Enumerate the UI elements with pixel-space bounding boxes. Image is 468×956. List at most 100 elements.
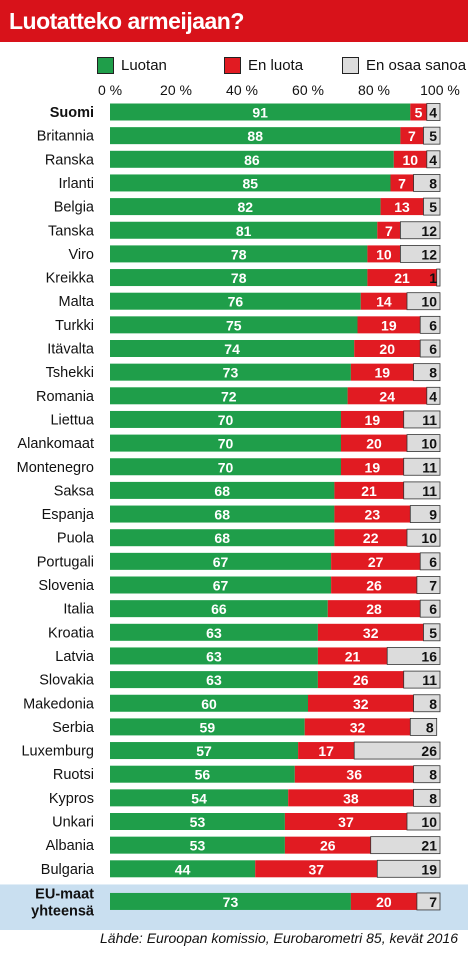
bar-segment <box>317 647 388 665</box>
bar-segment <box>423 197 441 216</box>
source-note: Lähde: Euroopan komissio, Eurobarometri … <box>100 930 458 946</box>
category-label: Liettua <box>50 412 94 428</box>
data-label: 74 <box>224 341 240 357</box>
bar-segment <box>419 599 441 618</box>
bar-segment <box>386 647 441 665</box>
category-label: Turkki <box>55 318 94 334</box>
bar-segment <box>410 103 427 121</box>
data-label: 10 <box>421 530 437 546</box>
category-label: Espanja <box>42 507 95 523</box>
data-label: 88 <box>247 128 263 144</box>
bar-segment <box>110 221 378 239</box>
tick-label: 20 % <box>160 82 192 98</box>
bar-segment <box>403 457 441 476</box>
bar-segment <box>110 860 256 878</box>
category-label: Malta <box>59 294 95 310</box>
data-label: 9 <box>429 507 437 523</box>
data-label: 63 <box>206 625 222 641</box>
bar-segment <box>317 671 404 689</box>
legend-item-en-osaa-sanoa: En osaa sanoa <box>342 55 466 75</box>
legend-label-en-osaa-sanoa: En osaa sanoa <box>366 56 467 74</box>
bar-segment <box>426 150 441 169</box>
bar-segment <box>419 552 441 571</box>
data-label: 82 <box>238 199 254 215</box>
legend: Luotan En luota En osaa sanoa <box>0 52 468 76</box>
data-label: 60 <box>201 696 217 712</box>
bar-segment <box>360 292 407 310</box>
data-label: 11 <box>422 459 437 475</box>
category-label: Luxemburg <box>21 744 94 760</box>
bar-segment <box>423 623 441 642</box>
bar-segment <box>403 670 441 689</box>
category-label: Suomi <box>50 105 94 121</box>
bar-segment <box>110 529 335 547</box>
data-label: 12 <box>421 246 437 262</box>
data-label: 20 <box>366 436 382 452</box>
data-label: 73 <box>223 894 239 910</box>
category-label: Slovenia <box>38 578 95 594</box>
category-label: Kreikka <box>46 271 95 287</box>
data-label: 21 <box>345 648 361 664</box>
bar-segment <box>331 552 421 570</box>
category-label: Unkari <box>52 815 94 831</box>
data-label: 10 <box>421 294 437 310</box>
bar-segment <box>110 174 391 192</box>
bar-segment <box>298 742 355 760</box>
bar-segment <box>110 481 335 499</box>
legend-item-en-luota: En luota <box>224 55 303 75</box>
bar-segment <box>399 221 441 240</box>
data-label: 37 <box>338 814 354 830</box>
legend-label-en-luota: En luota <box>248 56 304 74</box>
data-label: 5 <box>429 128 437 144</box>
category-label: Kypros <box>49 791 94 807</box>
bar-segment <box>110 892 351 910</box>
data-label: 56 <box>195 767 211 783</box>
category-label: Montenegro <box>17 460 94 476</box>
data-label: 12 <box>421 223 437 239</box>
bar-segment <box>110 742 299 760</box>
bar-segment <box>317 623 424 641</box>
data-label: 91 <box>252 105 268 121</box>
data-label: 28 <box>366 601 382 617</box>
data-label: 11 <box>422 412 437 428</box>
bar-segment <box>334 505 411 523</box>
data-label: 75 <box>226 317 242 333</box>
bar-segment <box>110 434 341 452</box>
bar-segment <box>110 505 335 523</box>
bar-segment <box>110 292 361 310</box>
category-label: Tanska <box>48 223 95 239</box>
bar-segment <box>110 765 295 783</box>
data-label: 8 <box>429 365 437 381</box>
data-label: 6 <box>429 554 437 570</box>
data-label: 22 <box>363 530 379 546</box>
bar-segment <box>327 600 421 618</box>
data-label: 6 <box>429 317 437 333</box>
category-label: EU-maat <box>35 886 94 902</box>
bar-segment <box>110 789 289 807</box>
data-label: 32 <box>353 696 369 712</box>
bar-segment <box>406 292 441 311</box>
data-label: 81 <box>236 223 252 239</box>
bar-segment <box>413 788 441 807</box>
header-bar: Luotatteko armeijaan? <box>0 0 468 42</box>
category-label: Albania <box>46 838 95 854</box>
data-label: 16 <box>421 648 437 664</box>
bar-segment <box>399 244 441 263</box>
bar-segment <box>110 245 368 263</box>
bar-segment <box>110 127 401 145</box>
data-label: 5 <box>415 105 423 121</box>
data-label: 5 <box>429 199 437 215</box>
data-label: 4 <box>429 388 437 404</box>
bar-segment <box>413 174 441 192</box>
tick-label: 80 % <box>358 82 390 98</box>
bar-segment <box>350 892 417 910</box>
data-label: 26 <box>421 743 437 759</box>
bar-segment <box>406 434 441 453</box>
bar-segment <box>380 198 424 216</box>
data-label: 8 <box>429 767 437 783</box>
bar-segment <box>110 363 351 381</box>
data-label: 68 <box>214 530 230 546</box>
data-label: 7 <box>408 128 416 144</box>
bar-segment <box>110 647 318 665</box>
data-label: 32 <box>363 625 379 641</box>
